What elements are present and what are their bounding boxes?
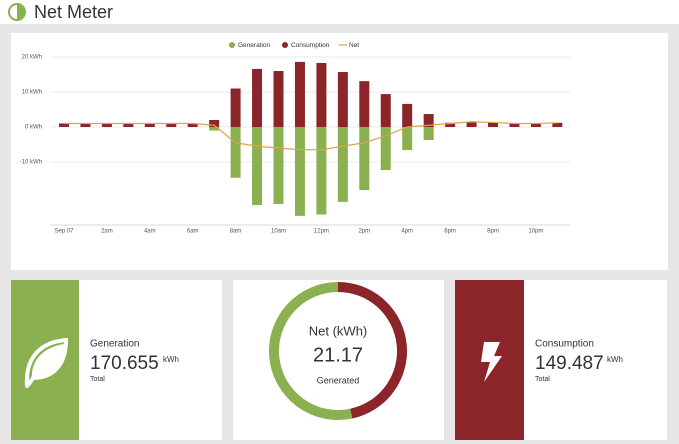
- x-tick-label: 6pm: [444, 229, 456, 235]
- bar: [530, 123, 541, 127]
- bar: [380, 94, 391, 127]
- x-tick-label: 2am: [101, 229, 113, 235]
- chart: 20 kWh 10 kWh 0 kWh -10 kWh Sep 07 2am 4am 6am 8…: [20, 42, 570, 235]
- x-tick-label: 6am: [187, 229, 199, 235]
- consumption-note: Total: [535, 376, 550, 383]
- x-tick-label: 2pm: [358, 229, 370, 235]
- logo-half: [17, 4, 25, 20]
- bar: [230, 88, 241, 127]
- header-bar: [0, 0, 679, 24]
- net-value: 21.17: [313, 344, 363, 366]
- bar: [423, 114, 434, 127]
- x-tick-label: Sep 07: [54, 229, 74, 235]
- leaf-icon-fill: [31, 344, 65, 380]
- bar: [209, 127, 220, 131]
- bolt-icon: [481, 342, 502, 382]
- bar: [466, 121, 477, 127]
- bar: [488, 122, 498, 127]
- x-tick-label: 4am: [144, 229, 156, 235]
- x-tick-label: 10pm: [528, 229, 543, 235]
- bar: [101, 123, 112, 127]
- x-tick-label: 10am: [271, 229, 286, 235]
- bar: [423, 127, 434, 140]
- bar: [316, 127, 327, 215]
- bar: [230, 127, 241, 178]
- y-tick-label: 0 kWh: [25, 125, 42, 131]
- bar: [509, 123, 520, 127]
- bar: [402, 103, 413, 127]
- consumption-label: Consumption: [535, 339, 594, 350]
- x-tick-label: 12pm: [314, 229, 329, 235]
- bar: [294, 61, 305, 127]
- bar: [359, 81, 370, 127]
- generation-label: Generation: [90, 339, 139, 350]
- bar: [337, 127, 348, 202]
- legend-swatch: [229, 42, 235, 48]
- bar: [337, 72, 348, 127]
- net-label: Net (kWh): [309, 323, 368, 338]
- bar: [59, 123, 69, 127]
- bar: [273, 127, 284, 204]
- bar: [316, 62, 327, 128]
- bar: [402, 127, 413, 151]
- consumption-unit: kWh: [607, 355, 623, 364]
- net-line: [64, 121, 558, 151]
- legend-label: Consumption: [291, 42, 330, 49]
- bar: [123, 123, 134, 127]
- legend-label: Net: [349, 42, 359, 49]
- bar: [445, 122, 456, 127]
- generation-value: 170.655: [90, 353, 159, 374]
- generation-note: Total: [90, 376, 105, 383]
- donut: [269, 282, 407, 420]
- bar: [144, 123, 155, 127]
- generation-unit: kWh: [163, 355, 179, 364]
- bar: [380, 127, 391, 171]
- x-tick-label: 8pm: [487, 229, 499, 235]
- donut-consumption: [337, 282, 407, 419]
- bar: [252, 68, 263, 127]
- x-tick-label: 8am: [230, 229, 242, 235]
- bar: [252, 127, 263, 206]
- y-tick-label: 10 kWh: [22, 90, 42, 96]
- bar: [166, 123, 177, 127]
- bar: [209, 120, 220, 127]
- legend-label: Generation: [238, 42, 271, 49]
- bar: [552, 122, 563, 127]
- donut-generation: [269, 282, 353, 420]
- bar: [273, 71, 284, 127]
- x-tick-label: 4pm: [401, 229, 413, 235]
- bar: [294, 127, 305, 216]
- page-title: Net Meter: [34, 2, 113, 22]
- consumption-value: 149.487: [535, 353, 604, 374]
- legend-swatch: [282, 42, 288, 48]
- y-tick-label: -10 kWh: [20, 160, 42, 166]
- bar: [80, 123, 91, 127]
- bar: [359, 127, 370, 190]
- net-note: Generated: [317, 375, 360, 385]
- bar: [187, 123, 198, 127]
- y-tick-label: 20 kWh: [22, 55, 42, 61]
